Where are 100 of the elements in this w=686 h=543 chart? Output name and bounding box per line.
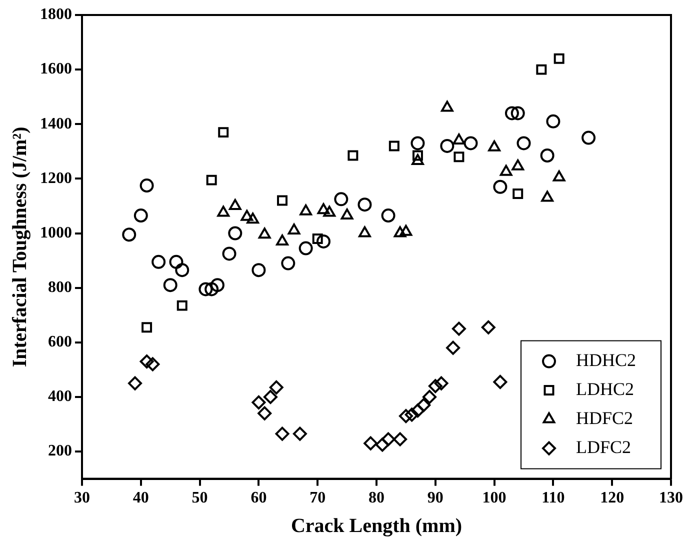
point <box>364 436 378 450</box>
y-tick-label: 800 <box>48 278 72 296</box>
point <box>434 376 448 390</box>
point <box>198 282 213 296</box>
point <box>176 300 188 311</box>
point <box>516 136 531 150</box>
point <box>258 228 271 239</box>
legend-label: HDFC2 <box>576 408 634 428</box>
point <box>276 234 288 246</box>
point <box>381 432 396 446</box>
point <box>292 426 307 441</box>
point <box>400 224 412 236</box>
point <box>275 426 290 441</box>
point <box>393 432 408 446</box>
point <box>388 140 400 152</box>
point <box>541 190 554 202</box>
legend-label: LDHC2 <box>576 379 634 400</box>
point <box>358 198 372 212</box>
point <box>169 254 184 269</box>
point <box>446 340 460 355</box>
x-tick-label: 100 <box>482 490 506 507</box>
point <box>358 226 371 238</box>
point <box>554 53 564 64</box>
point <box>510 106 525 120</box>
point <box>269 380 284 394</box>
point <box>163 278 178 292</box>
x-tick-label: 110 <box>542 490 565 507</box>
point <box>398 409 413 424</box>
point <box>146 357 160 372</box>
point <box>404 408 419 422</box>
point <box>540 148 554 163</box>
y-tick-label: 1400 <box>40 115 72 132</box>
point <box>263 390 278 404</box>
point <box>454 152 464 162</box>
y-axis-title: Interfacial Toughness (J/m²) <box>9 126 32 368</box>
legend-label: HDHC2 <box>576 350 636 370</box>
y-tick-label: 400 <box>48 388 72 406</box>
point <box>281 256 296 270</box>
x-tick-label: 50 <box>192 490 208 507</box>
point <box>240 210 254 221</box>
point <box>134 208 148 223</box>
point <box>464 136 478 150</box>
point <box>512 159 524 170</box>
point <box>222 246 236 261</box>
point <box>210 278 224 292</box>
x-tick-label: 90 <box>427 490 444 507</box>
point <box>440 138 454 153</box>
point <box>316 234 330 248</box>
y-tick-label: 600 <box>48 334 72 351</box>
point <box>493 374 508 389</box>
point <box>381 208 396 223</box>
y-tick-label: 200 <box>48 442 72 460</box>
point <box>394 226 406 238</box>
x-tick-label: 30 <box>74 490 90 507</box>
point <box>206 174 217 186</box>
point <box>252 263 266 278</box>
point <box>323 206 336 217</box>
point <box>512 188 524 199</box>
x-tick-label: 130 <box>659 490 683 507</box>
point <box>246 212 260 224</box>
point <box>228 226 242 240</box>
point <box>488 140 500 152</box>
point <box>536 64 547 75</box>
x-tick-label: 70 <box>310 490 326 507</box>
point <box>140 354 154 368</box>
point <box>416 398 431 412</box>
point <box>252 395 266 410</box>
point <box>375 438 390 452</box>
y-tick-label: 1000 <box>40 224 72 242</box>
point <box>128 376 142 390</box>
point <box>277 195 288 206</box>
x-tick-label: 60 <box>250 490 267 507</box>
y-tick-label: 1600 <box>40 60 72 78</box>
point <box>452 134 466 144</box>
legend-label: LDFC2 <box>576 437 632 458</box>
point <box>142 322 152 333</box>
point <box>428 379 442 394</box>
point <box>422 390 437 404</box>
y-tick-label: 1800 <box>40 6 72 24</box>
point <box>481 320 496 334</box>
point <box>152 254 166 269</box>
point <box>300 204 312 216</box>
point <box>312 233 323 244</box>
y-tick-label: 1200 <box>40 170 72 187</box>
point <box>504 106 519 120</box>
point <box>410 136 425 150</box>
point <box>228 198 242 210</box>
point <box>493 180 508 194</box>
point <box>334 192 348 206</box>
point <box>546 114 560 128</box>
point <box>500 164 512 176</box>
x-tick-label: 40 <box>132 490 149 507</box>
point <box>412 154 424 165</box>
point <box>452 322 466 336</box>
point <box>552 170 566 182</box>
x-tick-label: 120 <box>600 490 624 507</box>
point <box>204 282 219 296</box>
point <box>217 206 230 217</box>
x-tick-label: 80 <box>368 490 384 507</box>
point <box>288 224 300 235</box>
